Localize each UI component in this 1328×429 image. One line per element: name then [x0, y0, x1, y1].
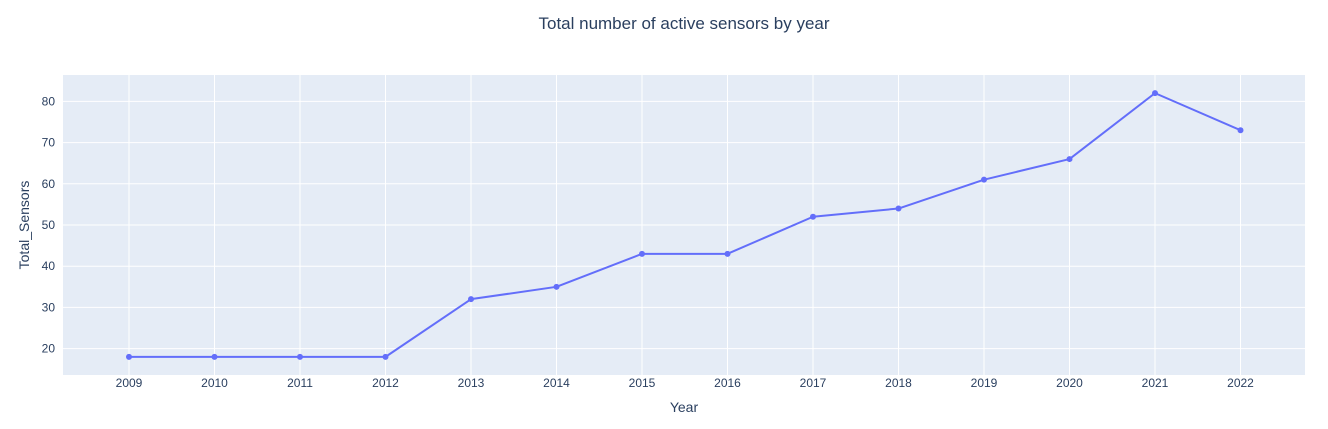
y-tick-label: 60 — [42, 177, 56, 191]
x-tick-label: 2021 — [1142, 376, 1169, 390]
x-axis-ticks: 2009 2010 2011 2012 2013 2014 2015 2016 2017 2018… — [116, 376, 1255, 390]
x-tick-label: 2009 — [116, 376, 143, 390]
x-tick-label: 2017 — [800, 376, 827, 390]
y-axis-title: Total_Sensors — [16, 181, 32, 270]
x-tick-label: 2020 — [1056, 376, 1083, 390]
x-tick-label: 2011 — [287, 376, 313, 390]
x-tick-label: 2012 — [372, 376, 399, 390]
data-point[interactable] — [382, 353, 389, 360]
data-point[interactable] — [639, 250, 645, 257]
data-point[interactable] — [553, 283, 560, 290]
y-tick-label: 70 — [42, 136, 56, 150]
data-point[interactable] — [981, 176, 987, 183]
data-point[interactable] — [468, 296, 474, 303]
data-point[interactable] — [1237, 127, 1244, 134]
y-tick-label: 30 — [42, 300, 56, 314]
data-point[interactable] — [211, 353, 218, 360]
x-tick-label: 2015 — [629, 376, 656, 390]
y-axis-ticks: 20 30 40 50 60 70 80 — [42, 94, 56, 355]
data-point[interactable] — [724, 250, 731, 257]
data-point[interactable] — [1066, 156, 1073, 163]
y-tick-label: 50 — [42, 218, 56, 232]
x-tick-label: 2019 — [971, 376, 998, 390]
x-tick-label: 2010 — [201, 376, 228, 390]
data-point[interactable] — [297, 353, 303, 360]
x-tick-label: 2018 — [885, 376, 912, 390]
series-layer — [126, 90, 1244, 360]
data-point[interactable] — [126, 353, 132, 360]
data-point[interactable] — [1152, 90, 1158, 97]
y-tick-label: 80 — [42, 94, 56, 108]
data-point[interactable] — [810, 213, 816, 220]
y-tick-label: 40 — [42, 259, 56, 273]
y-tick-label: 20 — [42, 342, 56, 356]
series-line — [129, 92, 1241, 358]
x-tick-label: 2016 — [714, 376, 741, 390]
x-tick-label: 2022 — [1227, 376, 1254, 390]
x-axis-title: Year — [670, 399, 699, 415]
x-tick-label: 2013 — [458, 376, 485, 390]
x-tick-label: 2014 — [543, 376, 570, 390]
gridlines — [63, 75, 1305, 375]
chart-title: Total number of active sensors by year — [538, 14, 829, 33]
data-point[interactable] — [895, 205, 902, 212]
